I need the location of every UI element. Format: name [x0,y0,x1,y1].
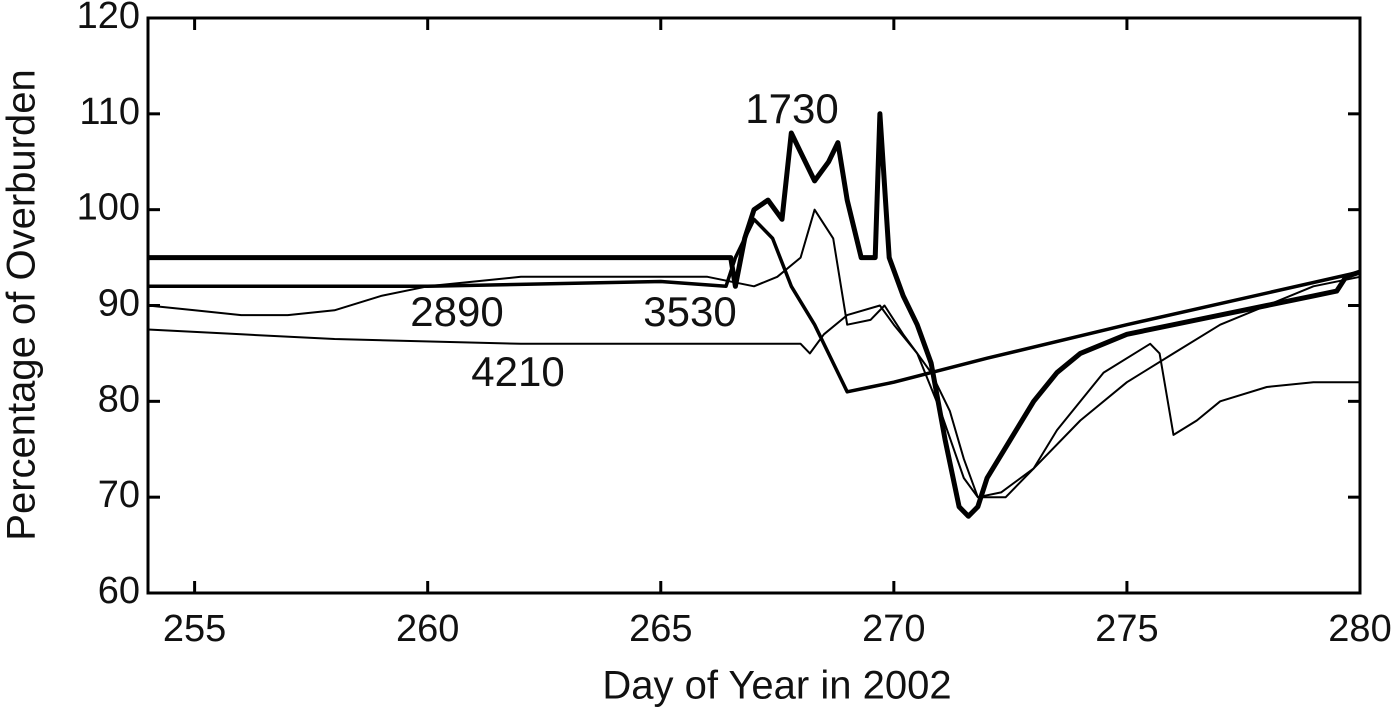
x-tick-label: 270 [862,608,925,650]
y-tick-label: 90 [98,283,140,325]
series-label: 4210 [471,348,564,395]
x-tick-label: 265 [629,608,692,650]
y-axis-title: Percentage of Overburden [0,69,44,540]
series-line [148,111,1361,519]
x-tick-label: 260 [396,608,459,650]
series-line [147,304,1360,499]
series-line [148,217,1361,394]
series-label: 2890 [410,288,503,335]
series-label: 3530 [643,288,736,335]
x-axis-title: Day of Year in 2002 [602,664,951,708]
y-tick-label: 100 [77,187,140,229]
series-line [147,208,1361,499]
y-tick-label: 60 [98,570,140,612]
y-tick-label: 70 [98,474,140,516]
plot-frame [146,16,1362,595]
y-tick-label: 120 [77,0,140,37]
x-tick-label: 280 [1328,608,1391,650]
x-tick-label: 275 [1095,608,1158,650]
series-label: 1730 [745,85,838,132]
y-tick-label: 80 [98,378,140,420]
y-tick-label: 110 [79,91,140,133]
x-tick-label: 255 [163,608,226,650]
